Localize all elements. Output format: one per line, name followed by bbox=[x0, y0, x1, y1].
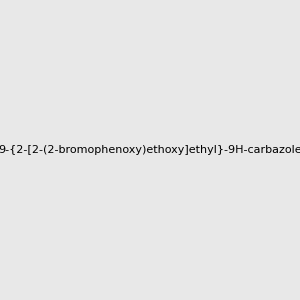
Text: 9-{2-[2-(2-bromophenoxy)ethoxy]ethyl}-9H-carbazole: 9-{2-[2-(2-bromophenoxy)ethoxy]ethyl}-9H… bbox=[0, 145, 300, 155]
